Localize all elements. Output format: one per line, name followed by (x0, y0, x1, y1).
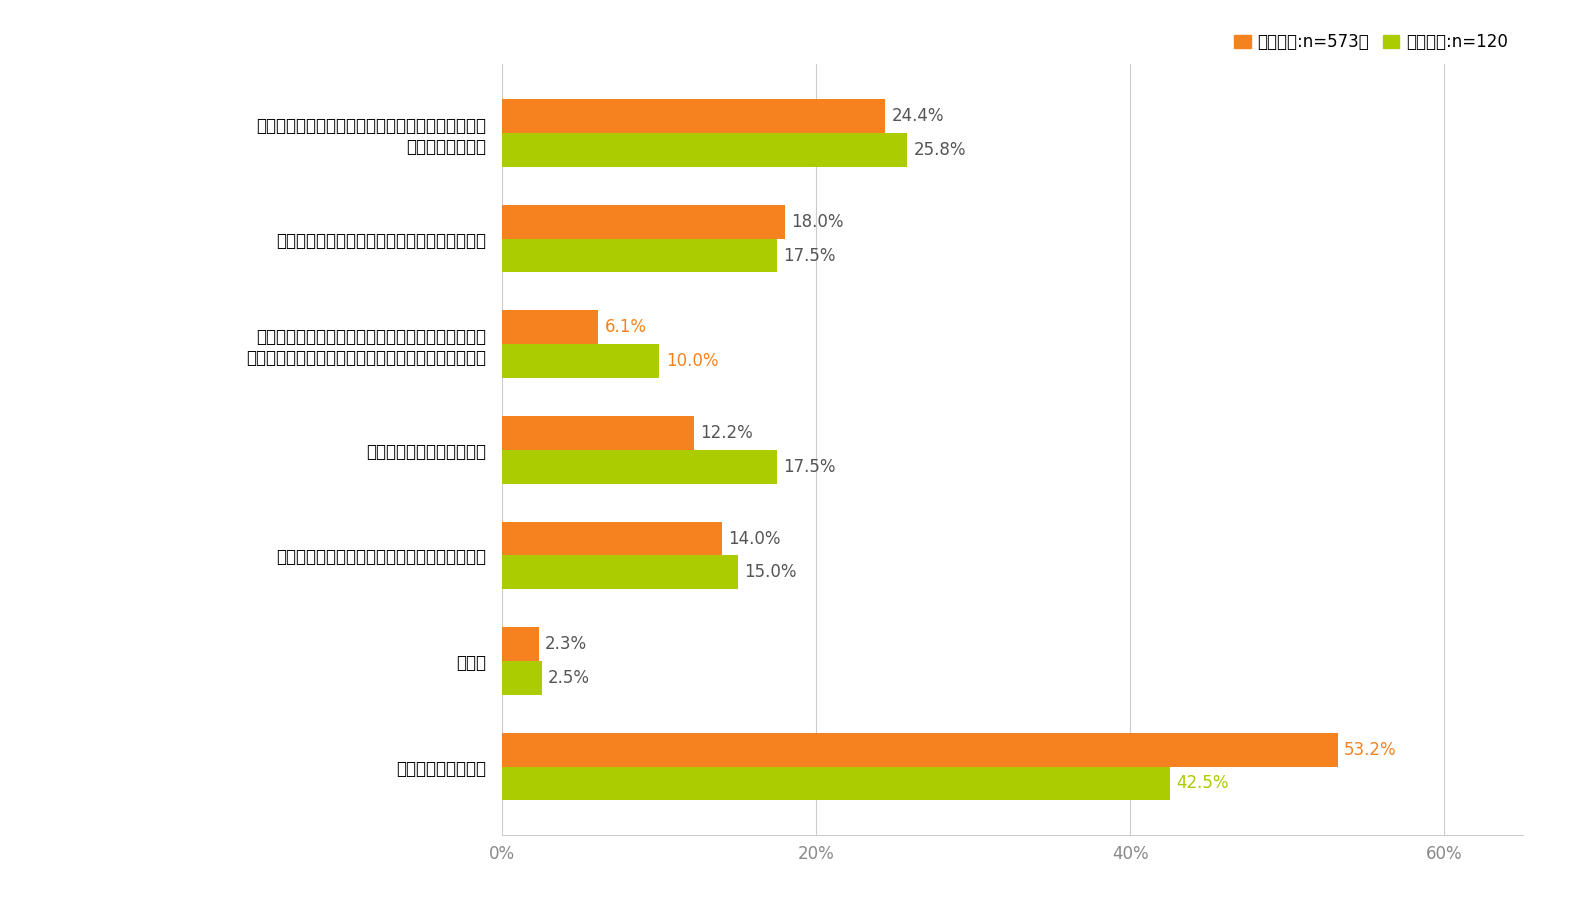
Text: 14.0%: 14.0% (728, 530, 780, 547)
Bar (502, 767, 1170, 800)
Text: 24.4%: 24.4% (892, 107, 944, 125)
Bar (502, 627, 539, 661)
Bar (502, 521, 722, 555)
Text: 10.0%: 10.0% (666, 353, 717, 370)
Text: 15.0%: 15.0% (744, 564, 796, 581)
Bar (502, 416, 694, 450)
Bar (502, 733, 1338, 767)
Text: 17.5%: 17.5% (783, 247, 835, 264)
Bar (502, 450, 777, 484)
Legend: パワハラ:n=573、, セクハラ:n=120: パワハラ:n=573、, セクハラ:n=120 (1228, 27, 1515, 58)
Text: 12.2%: 12.2% (700, 424, 754, 442)
Text: 6.1%: 6.1% (604, 319, 647, 336)
Bar (502, 205, 785, 239)
Text: 17.5%: 17.5% (783, 458, 835, 476)
Bar (502, 661, 542, 695)
Text: 25.8%: 25.8% (914, 141, 966, 159)
Text: 2.5%: 2.5% (548, 669, 590, 687)
Bar (502, 99, 885, 133)
Bar (502, 310, 598, 344)
Text: 42.5%: 42.5% (1176, 775, 1228, 792)
Bar (502, 133, 907, 167)
Bar (502, 344, 659, 378)
Text: 18.0%: 18.0% (791, 213, 843, 230)
Text: 53.2%: 53.2% (1344, 741, 1397, 758)
Bar (502, 555, 738, 589)
Bar (502, 239, 777, 273)
Text: 2.3%: 2.3% (545, 635, 587, 653)
